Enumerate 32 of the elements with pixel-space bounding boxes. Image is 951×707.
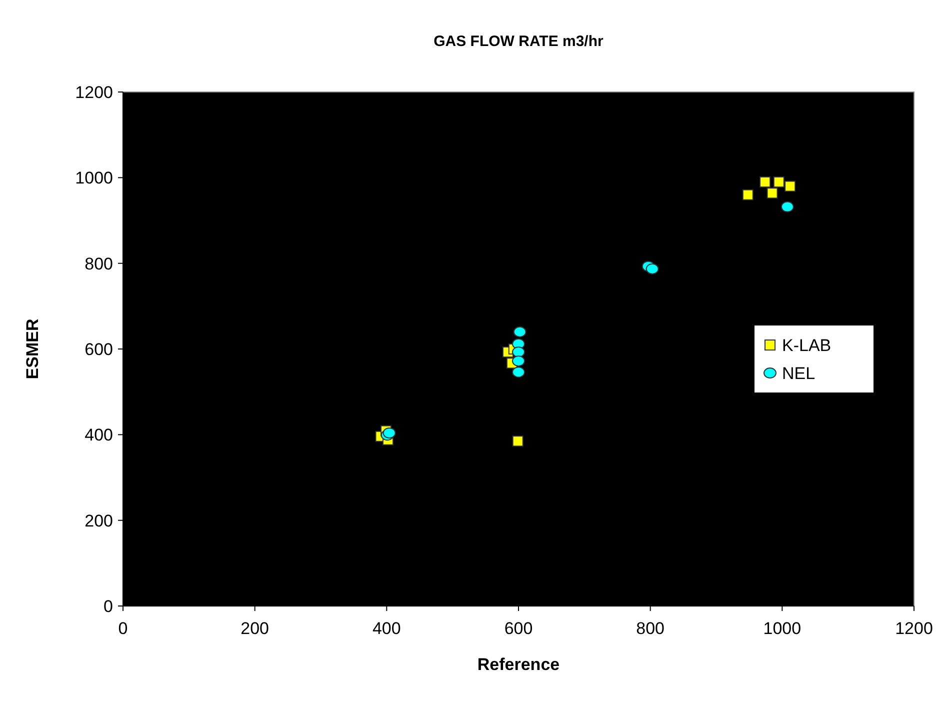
point: [382, 427, 396, 438]
x-tick-label: 600: [504, 619, 533, 638]
point: [512, 366, 525, 378]
x-tick-label: 1000: [763, 619, 802, 638]
y-tick-label: 600: [84, 340, 113, 359]
chart-title: GAS FLOW RATE m3/hr: [434, 33, 604, 50]
x-axis-title: Reference: [477, 655, 560, 674]
point: [760, 176, 771, 188]
point: [513, 326, 526, 338]
point: [773, 176, 784, 188]
x-tick-label: 1200: [895, 619, 933, 638]
x-tick-label: 200: [240, 619, 270, 638]
y-axis-title: ESMER: [23, 318, 42, 380]
point: [512, 355, 525, 366]
point: [512, 436, 524, 447]
y-tick-label: 800: [84, 254, 113, 274]
y-tick-label: 1200: [75, 83, 113, 102]
y-tick-label: 400: [84, 426, 113, 445]
x-tick-label: 800: [636, 619, 665, 638]
legend-label: K-LAB: [782, 336, 832, 355]
point: [512, 346, 525, 358]
point: [780, 201, 794, 212]
point: [784, 180, 796, 192]
y-tick-label: 0: [104, 597, 113, 616]
point: [646, 263, 659, 274]
legend-label: NEL: [782, 364, 816, 383]
y-tick-label: 1000: [75, 168, 113, 188]
point: [742, 189, 754, 200]
x-tick-label: 0: [118, 619, 128, 638]
x-tick-label: 400: [372, 619, 401, 638]
point: [766, 188, 778, 199]
y-tick-label: 200: [84, 511, 113, 530]
